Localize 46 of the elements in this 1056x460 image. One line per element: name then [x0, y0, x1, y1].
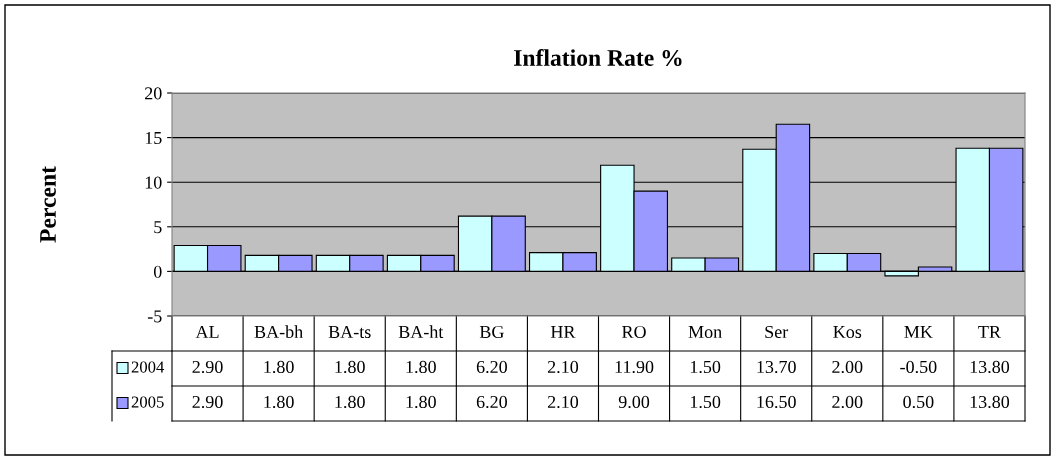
x-tick-label: BA-ts: [328, 325, 371, 339]
data-label: 1.80: [406, 395, 436, 409]
x-tick-label: AL: [195, 325, 219, 338]
x-tick-label: MK: [904, 326, 933, 338]
data-label: 1.50: [690, 360, 721, 374]
y-axis-title: Percent: [40, 166, 56, 243]
data-label: 2.10: [547, 395, 579, 409]
data-label: 16.50: [757, 395, 796, 409]
data-label: 2.10: [547, 360, 579, 374]
legend-label: 2005: [131, 396, 164, 408]
data-label: 0.50: [903, 395, 934, 409]
x-tick-label: TR: [978, 326, 1001, 338]
data-label: 6.20: [476, 395, 507, 409]
data-label: 13.70: [757, 360, 796, 374]
x-tick-label: RO: [622, 325, 646, 339]
x-tick-label: BG: [479, 325, 504, 339]
data-label: 1.50: [690, 395, 721, 409]
data-label: 1.80: [264, 360, 294, 374]
x-tick-label: Kos: [833, 326, 862, 339]
data-label: 6.20: [476, 360, 507, 374]
y-tick-label: 5: [154, 221, 162, 234]
y-tick-label: 20: [145, 87, 162, 100]
data-label: 13.80: [970, 360, 1010, 374]
y-tick-label: 10: [145, 176, 162, 189]
data-label: 13.80: [970, 395, 1010, 409]
data-label: 2.90: [192, 360, 223, 374]
chart-title: Inflation Rate %: [514, 49, 682, 66]
x-tick-label: BA-ht: [398, 325, 444, 339]
y-tick-label: -5: [147, 310, 162, 323]
data-label: 1.80: [335, 360, 365, 374]
legend-label: 2004: [131, 361, 165, 373]
data-label: -0.50: [900, 360, 937, 374]
data-label: 2.00: [832, 360, 863, 374]
data-label: 1.80: [406, 360, 436, 374]
x-tick-label: HR: [550, 326, 576, 338]
data-label: 2.90: [192, 395, 223, 409]
data-label: 11.90: [615, 360, 654, 374]
y-tick-label: 15: [145, 131, 162, 145]
y-tick-label: 0: [153, 265, 162, 278]
data-label: 2.00: [832, 395, 863, 409]
x-tick-label: Mon: [688, 326, 722, 339]
data-label: 1.80: [264, 395, 294, 409]
x-tick-label: BA-bh: [254, 325, 303, 339]
data-label: 9.00: [618, 395, 650, 409]
data-label: 1.80: [335, 395, 365, 409]
x-tick-label: Ser: [765, 325, 789, 339]
